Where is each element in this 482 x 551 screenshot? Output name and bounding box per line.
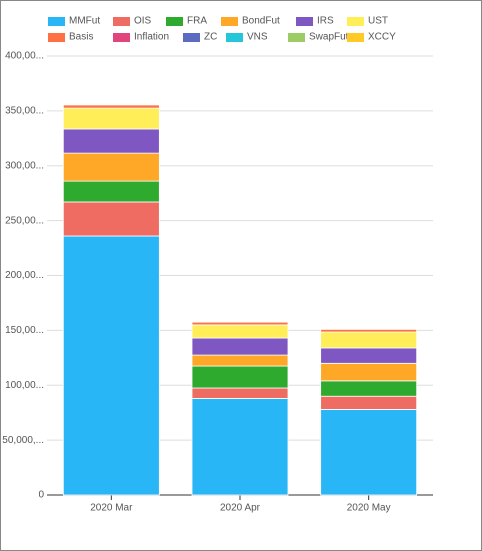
legend-swatch[interactable] — [221, 17, 238, 26]
bar-segment — [320, 395, 418, 410]
bar-segment — [62, 128, 160, 154]
y-tick-label: 150,00... — [5, 325, 44, 336]
legend-label[interactable]: UST — [368, 16, 388, 27]
x-tick-label: 2020 Mar — [90, 503, 133, 514]
bar-segment — [191, 398, 289, 496]
y-tick-label: 250,00... — [5, 215, 44, 226]
legend-swatch[interactable] — [226, 33, 243, 42]
x-tick-label: 2020 May — [347, 503, 391, 514]
bar-segment — [191, 321, 289, 326]
bar-segment — [320, 380, 418, 397]
bar-segment — [320, 328, 418, 333]
bar-segment — [191, 354, 289, 367]
bar-segment — [320, 362, 418, 382]
legend-swatch[interactable] — [347, 33, 364, 42]
bar-segment — [62, 235, 160, 496]
legend-label[interactable]: XCCY — [368, 32, 396, 43]
y-tick-label: 350,00... — [5, 106, 44, 117]
legend-swatch[interactable] — [183, 33, 200, 42]
bar-segment — [191, 387, 289, 399]
legend-label[interactable]: VNS — [247, 32, 268, 43]
bar-segment — [191, 337, 289, 356]
legend-label[interactable]: Inflation — [134, 32, 169, 43]
legend-label[interactable]: IRS — [317, 16, 334, 27]
bar-segment — [62, 104, 160, 109]
legend-swatch[interactable] — [166, 17, 183, 26]
bar-segment — [62, 152, 160, 182]
bar-segment — [62, 107, 160, 130]
legend-swatch[interactable] — [347, 17, 364, 26]
y-tick-label: 300,00... — [5, 160, 44, 171]
y-tick-label: 100,00... — [5, 380, 44, 391]
legend-swatch[interactable] — [113, 17, 130, 26]
y-tick-label: 200,00... — [5, 270, 44, 281]
bar-segment — [62, 201, 160, 237]
y-tick-label: 400,00... — [5, 51, 44, 62]
bar-segment — [191, 365, 289, 389]
legend-label[interactable]: MMFut — [69, 16, 100, 27]
legend-swatch[interactable] — [113, 33, 130, 42]
legend-label[interactable]: Basis — [69, 32, 93, 43]
bar-segment — [320, 331, 418, 349]
legend-label[interactable]: BondFut — [242, 16, 280, 27]
legend-label[interactable]: FRA — [187, 16, 207, 27]
x-tick-label: 2020 Apr — [220, 503, 261, 514]
bar-segment — [320, 408, 418, 496]
legend-swatch[interactable] — [296, 17, 313, 26]
legend-label[interactable]: ZC — [204, 32, 217, 43]
bar-segment — [320, 347, 418, 364]
y-tick-label: 50,000,... — [2, 435, 44, 446]
legend-swatch[interactable] — [48, 33, 65, 42]
legend-label[interactable]: SwapFut — [309, 32, 349, 43]
bar-segment — [62, 180, 160, 203]
legend-swatch[interactable] — [288, 33, 305, 42]
bar-segment — [191, 324, 289, 339]
legend-swatch[interactable] — [48, 17, 65, 26]
y-tick-label: 0 — [38, 490, 44, 501]
legend-label[interactable]: OIS — [134, 16, 152, 27]
